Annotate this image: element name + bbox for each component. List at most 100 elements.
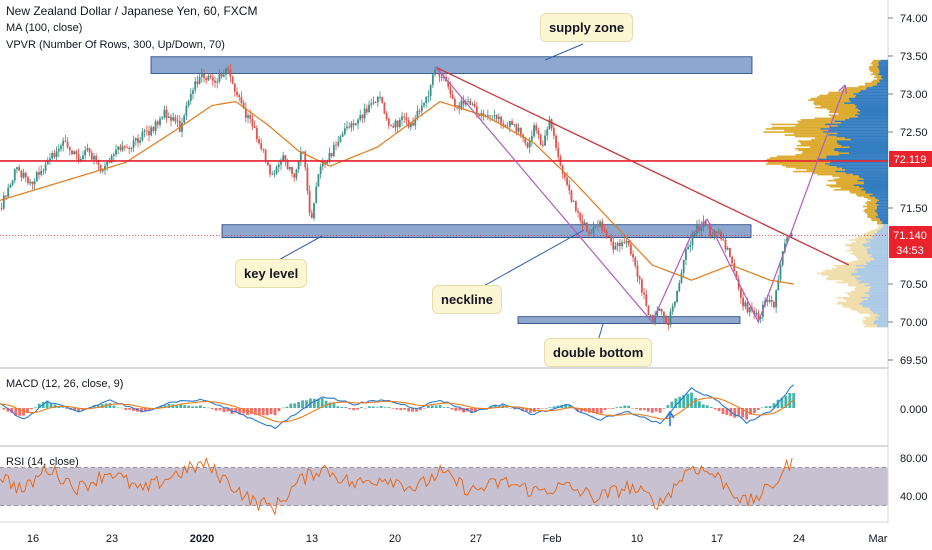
volume-profile-up-row	[878, 68, 888, 71]
volume-profile-up-row	[869, 289, 888, 291]
price-axis-label: 73.50	[900, 51, 928, 63]
macd-hist-down	[391, 408, 395, 409]
volume-profile-up-row	[865, 190, 888, 193]
macd-hist-down	[650, 408, 654, 413]
volume-profile-down-row	[853, 254, 872, 256]
macd-hist-up	[764, 406, 768, 408]
macd-hist-down	[576, 408, 579, 411]
volume-profile-down-row	[865, 324, 878, 326]
candle-down	[95, 155, 98, 160]
macd-hist-up	[305, 400, 308, 408]
candle-down	[731, 256, 733, 264]
volume-profile-up-row	[855, 94, 888, 97]
volume-profile-up-row	[822, 131, 888, 133]
candle-up	[313, 203, 315, 218]
candle-up	[341, 134, 344, 137]
macd-hist-up	[53, 404, 57, 408]
macd-hist-up	[430, 405, 434, 408]
candle-down	[196, 81, 199, 84]
candle-down	[662, 311, 665, 318]
volume-profile-up-row	[857, 116, 888, 118]
resistance-price-label: 72.119	[889, 151, 932, 167]
macd-hist-up	[438, 404, 442, 408]
candle-down	[293, 173, 296, 178]
macd-hist-up	[293, 403, 297, 408]
macd-hist-down	[277, 408, 281, 412]
candle-up	[491, 115, 494, 117]
volume-profile-down-row	[828, 111, 858, 114]
candle-up	[682, 259, 685, 273]
candle-up	[86, 148, 89, 151]
candle-up	[163, 109, 166, 118]
candle-down	[449, 87, 452, 95]
candle-down	[308, 190, 311, 213]
volume-profile-down-row	[849, 307, 870, 310]
volume-profile-down-row	[867, 214, 878, 217]
volume-profile-up-row	[869, 309, 888, 311]
pattern-projection-path	[435, 67, 845, 324]
chart-title[interactable]: New Zealand Dollar / Japanese Yen, 60, F…	[6, 4, 258, 18]
volume-profile-down-row	[875, 75, 882, 77]
candle-down	[38, 172, 40, 175]
supply-zone-callout[interactable]: supply zone	[541, 14, 633, 41]
key-level-callout[interactable]: key level	[236, 260, 307, 287]
candle-up	[379, 96, 381, 98]
volume-profile-down-row	[810, 146, 850, 149]
volume-profile-down-row	[763, 131, 823, 133]
candle-up	[517, 127, 520, 132]
candle-up	[528, 140, 531, 148]
volume-profile-down-row	[846, 87, 867, 89]
volume-profile-up-row	[844, 119, 888, 121]
volume-profile-up-row	[836, 135, 888, 138]
candle-up	[354, 123, 357, 126]
volume-profile-down-row	[814, 100, 851, 103]
candle-down	[577, 210, 579, 213]
volume-profile-down-row	[848, 293, 869, 296]
macd-hist-up	[316, 398, 320, 408]
double-bottom-callout[interactable]: double bottom	[545, 339, 652, 366]
macd-hist-down	[269, 408, 273, 415]
candle-down	[178, 120, 181, 132]
candle-down	[258, 139, 260, 144]
macd-hist-down	[22, 408, 25, 416]
volume-profile-down-row	[879, 225, 884, 228]
volume-profile-down-row	[820, 274, 852, 276]
candle-up	[319, 166, 322, 175]
volume-profile-up-row	[863, 187, 888, 190]
volume-profile-down-row	[784, 134, 829, 136]
candle-up	[22, 172, 25, 178]
candle-down	[68, 147, 71, 151]
candle-up	[416, 110, 419, 119]
macd-hist-up	[120, 407, 124, 409]
macd-hist-down	[226, 408, 230, 412]
macd-hist-up	[320, 398, 324, 408]
volume-profile-up-row	[879, 217, 888, 220]
volume-profile-up-row	[825, 163, 888, 165]
volume-profile-up-row	[851, 272, 888, 275]
volume-profile-down-row	[810, 97, 849, 100]
candle-up	[55, 151, 58, 157]
rsi-legend[interactable]: RSI (14, close)	[6, 456, 79, 468]
candle-down	[574, 201, 577, 211]
volume-profile-up-row	[853, 184, 888, 187]
candle-down	[20, 170, 23, 178]
candle-down	[596, 225, 599, 227]
candle-up	[181, 122, 183, 132]
volume-profile-up-row	[872, 237, 888, 240]
macd-legend[interactable]: MACD (12, 26, close, 9)	[6, 378, 124, 390]
candle-down	[31, 181, 34, 185]
volume-profile-up-row	[877, 325, 888, 328]
candle-down	[462, 100, 465, 105]
neckline-callout[interactable]: neckline	[433, 286, 502, 313]
vpvr-legend[interactable]: VPVR (Number Of Rows, 300, Up/Down, 70)	[6, 39, 225, 51]
candle-up	[326, 161, 329, 164]
candle-up	[222, 74, 225, 77]
time-axis-label: 24	[793, 533, 805, 545]
candle-up	[132, 140, 135, 149]
candle-up	[84, 150, 87, 156]
volume-profile-up-row	[877, 213, 888, 215]
macd-hist-down	[18, 408, 22, 416]
volume-profile-up-row	[865, 239, 888, 241]
candle-up	[62, 140, 65, 146]
ma-legend[interactable]: MA (100, close)	[6, 22, 83, 34]
